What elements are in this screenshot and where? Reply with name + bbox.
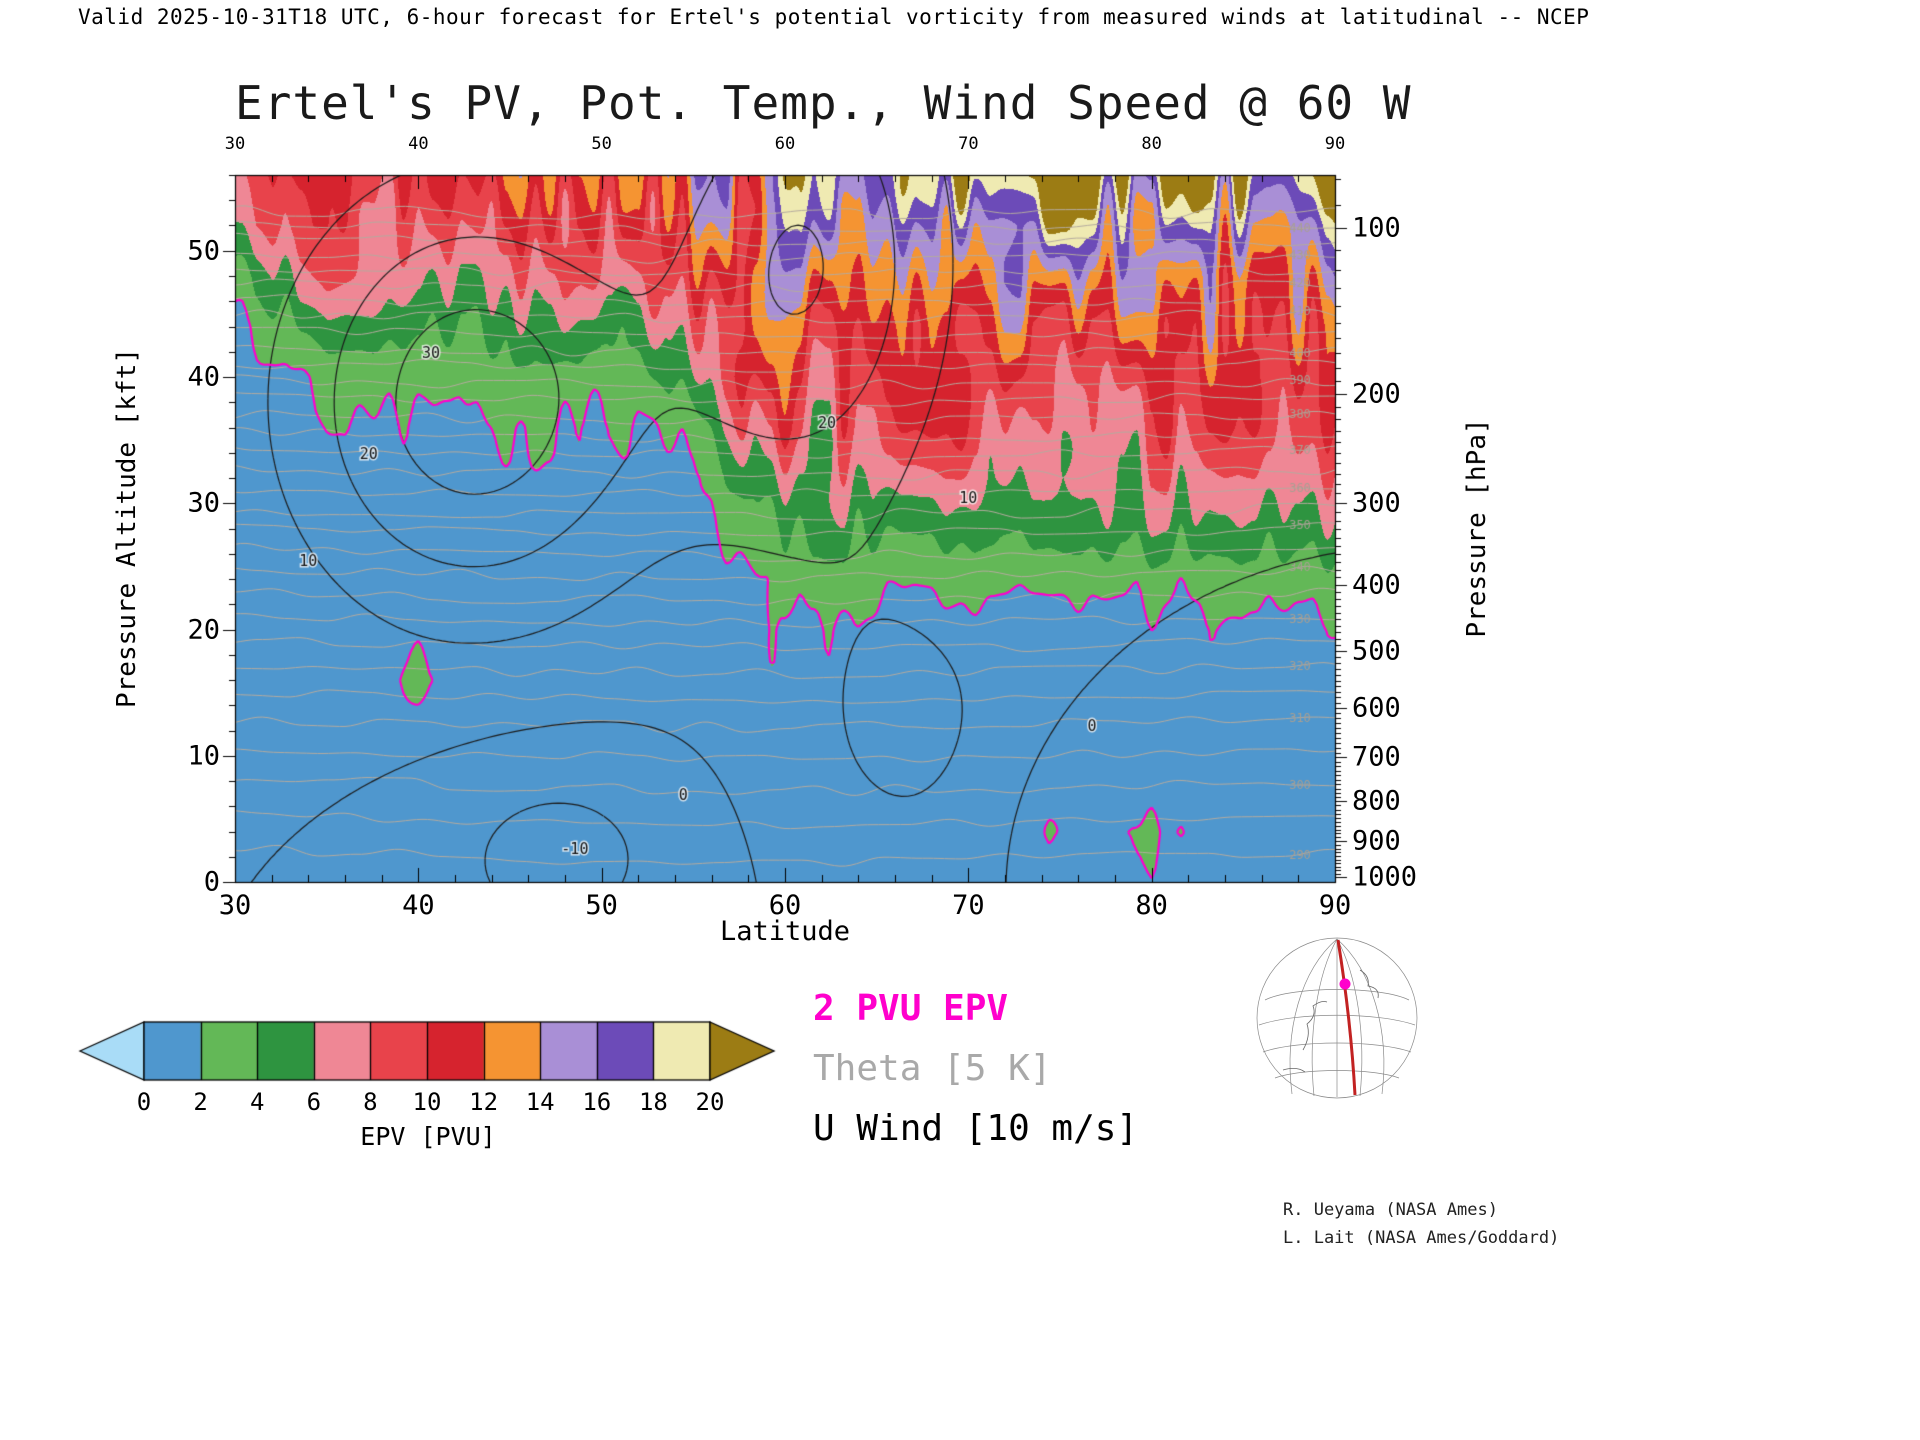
top-axis-label-90: 90: [1324, 134, 1346, 154]
left-axis-label-30: 30: [187, 487, 220, 519]
right-axis-label-500: 500: [1352, 635, 1401, 667]
right-axis-label-600: 600: [1352, 692, 1401, 724]
right-axis-label-700: 700: [1352, 741, 1401, 773]
right-axis-label-800: 800: [1352, 785, 1401, 817]
bottom-axis-label-30: 30: [218, 890, 252, 921]
right-axis-label-1000: 1000: [1352, 861, 1418, 893]
top-axis-label-30: 30: [224, 134, 246, 154]
colorbar-value-0: 0: [136, 1088, 152, 1116]
colorbar-value-10: 10: [412, 1088, 442, 1116]
legend-item-0: 2 PVU EPV: [813, 988, 1009, 1029]
bottom-axis-label-90: 90: [1318, 890, 1352, 921]
bottom-axis-label-70: 70: [952, 890, 985, 921]
colorbar-value-20: 20: [695, 1088, 725, 1116]
coastlines: [1282, 969, 1379, 1073]
left-axis-label-10: 10: [187, 740, 220, 772]
location-dot: [1339, 978, 1351, 990]
left-axis-label-40: 40: [187, 361, 220, 393]
x-axis-title: Latitude: [719, 916, 851, 947]
right-axis-label-100: 100: [1352, 212, 1401, 244]
colorbar-title: EPV [PVU]: [360, 1122, 496, 1151]
bottom-axis-label-60: 60: [768, 890, 802, 921]
left-axis-title: Pressure Altitude [kft]: [112, 347, 142, 709]
colorbar-value-16: 16: [582, 1088, 612, 1116]
top-axis-label-80: 80: [1141, 134, 1162, 154]
right-axis-label-300: 300: [1352, 487, 1401, 519]
right-axis-label-200: 200: [1352, 378, 1401, 410]
meridian-60w-line: [1336, 939, 1357, 1096]
bottom-axis-label-50: 50: [585, 890, 618, 921]
bottom-axis-label-80: 80: [1135, 890, 1168, 921]
colorbar-value-4: 4: [249, 1088, 265, 1116]
right-axis-label-900: 900: [1352, 825, 1401, 857]
top-axis-label-50: 50: [591, 134, 612, 154]
credit-line-1: L. Lait (NASA Ames/Goddard): [1283, 1228, 1560, 1248]
globe-graticule: [1256, 937, 1418, 1099]
right-axis-title: Pressure [hPa]: [1462, 418, 1492, 638]
credit-line-0: R. Ueyama (NASA Ames): [1283, 1200, 1498, 1220]
left-axis-label-20: 20: [187, 614, 220, 645]
validity-header: Valid 2025-10-31T18 UTC, 6-hour forecast…: [78, 5, 1590, 29]
colorbar-value-12: 12: [469, 1088, 499, 1116]
legend-item-2: U Wind [10 m/s]: [813, 1108, 1139, 1149]
colorbar-value-18: 18: [638, 1088, 668, 1116]
bottom-axis-label-40: 40: [402, 890, 435, 921]
top-axis-label-40: 40: [408, 134, 429, 154]
right-axis-label-400: 400: [1352, 569, 1401, 600]
left-axis-label-0: 0: [203, 866, 220, 898]
top-axis-label-70: 70: [958, 134, 979, 154]
top-axis-label-60: 60: [774, 134, 796, 154]
colorbar-value-6: 6: [306, 1088, 322, 1116]
left-axis-label-50: 50: [187, 235, 220, 267]
chart-title: Ertel's PV, Pot. Temp., Wind Speed @ 60 …: [235, 76, 1412, 130]
colorbar-value-2: 2: [193, 1088, 208, 1116]
location-inset-map: [1256, 937, 1418, 1099]
colorbar-value-14: 14: [525, 1088, 555, 1116]
colorbar-value-8: 8: [363, 1088, 378, 1116]
legend-item-1: Theta [5 K]: [813, 1048, 1052, 1089]
